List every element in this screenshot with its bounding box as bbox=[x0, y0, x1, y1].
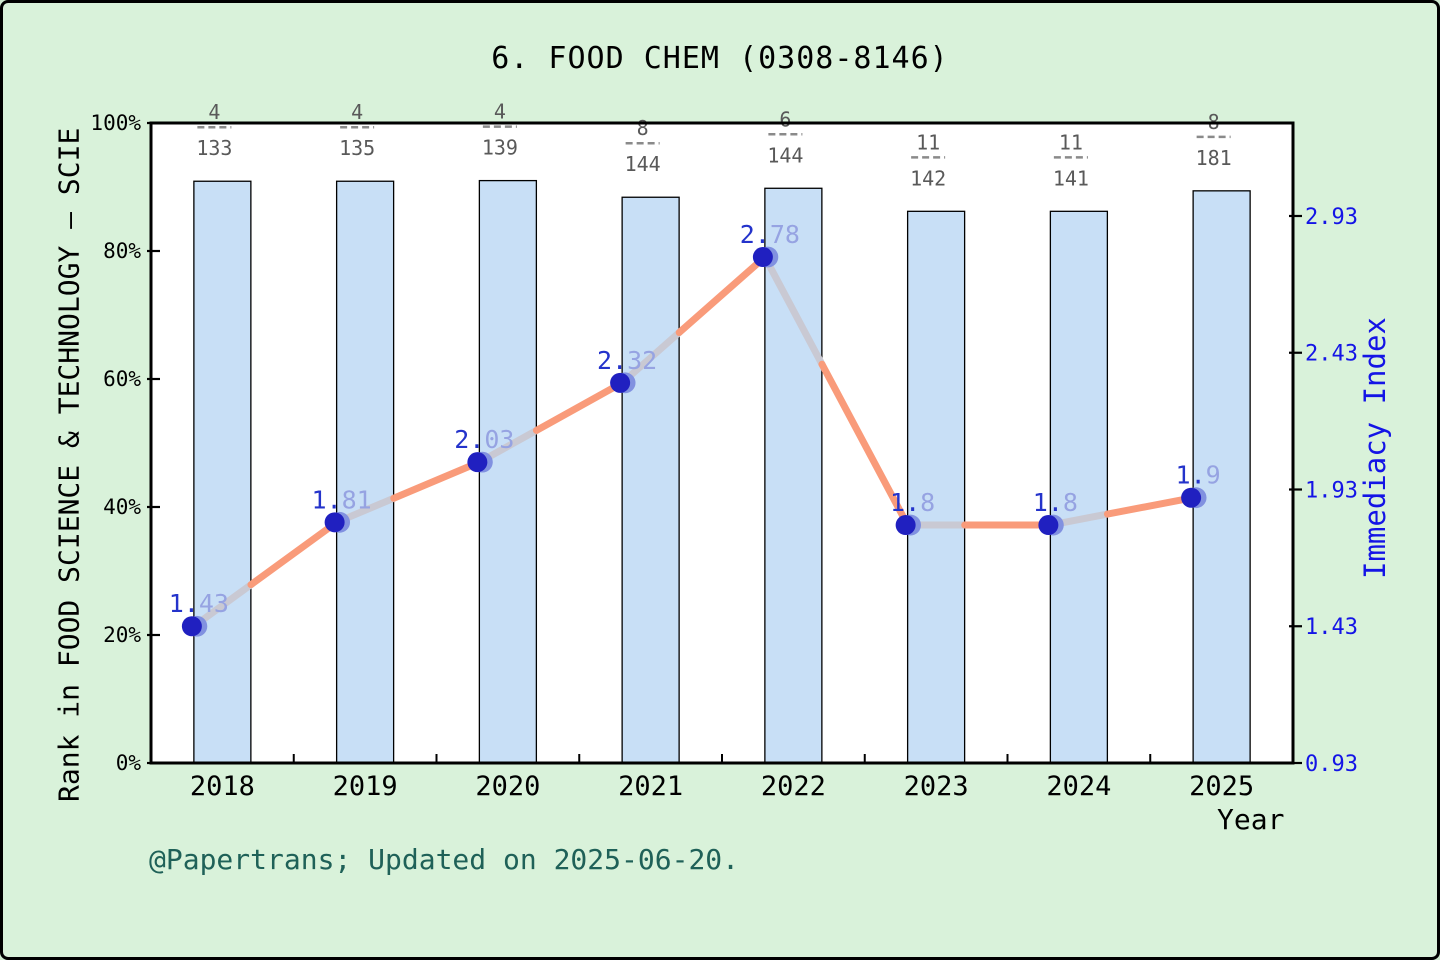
data-point bbox=[610, 372, 631, 393]
line-segment-gray bbox=[761, 253, 826, 368]
point-label: 1.43 bbox=[169, 589, 229, 618]
x-tick-label: 2022 bbox=[761, 771, 826, 802]
bar-fraction-denominator: 141 bbox=[1053, 166, 1089, 190]
point-label: 1.81 bbox=[312, 485, 372, 514]
bar bbox=[335, 180, 395, 764]
footer-note: @Papertrans; Updated on 2025-06-20. bbox=[149, 843, 740, 876]
data-point bbox=[1038, 515, 1059, 536]
line-segment-orange bbox=[675, 253, 769, 337]
x-tick-label: 2023 bbox=[904, 771, 969, 802]
bar bbox=[193, 180, 252, 764]
bar-fraction-denominator: 181 bbox=[1196, 146, 1232, 170]
line-segment-orange bbox=[247, 518, 341, 589]
right-axis-tick-label: 0.93 bbox=[1305, 752, 1358, 777]
left-axis-tick-label: 0% bbox=[116, 751, 142, 775]
line-segment-orange bbox=[818, 360, 912, 529]
data-point bbox=[324, 512, 345, 533]
line-segment-gray bbox=[618, 329, 683, 387]
data-point bbox=[1181, 487, 1202, 508]
bar-fraction-numerator: 4 bbox=[494, 100, 506, 124]
data-point bbox=[752, 247, 773, 268]
left-axis-tick-label: 80% bbox=[103, 239, 141, 263]
line-segment-orange bbox=[390, 458, 483, 502]
x-tick-label: 2020 bbox=[475, 771, 540, 802]
right-axis-tick-label: 2.93 bbox=[1305, 205, 1358, 230]
x-tick-label: 2025 bbox=[1189, 771, 1254, 802]
line-segment-orange bbox=[532, 379, 626, 434]
left-axis-tick-label: 20% bbox=[103, 623, 141, 647]
data-point bbox=[467, 452, 488, 473]
plot-border bbox=[149, 121, 1295, 765]
bar bbox=[1192, 190, 1251, 764]
point-label: 1.9 bbox=[1176, 461, 1221, 490]
x-tick-label: 2021 bbox=[618, 771, 683, 802]
point-label: 2.03 bbox=[454, 425, 514, 454]
bar-fraction-denominator: 135 bbox=[339, 136, 375, 160]
right-axis-tick-label: 2.43 bbox=[1305, 342, 1358, 367]
bar-fraction-denominator: 144 bbox=[625, 152, 661, 176]
left-axis-title: Rank in FOOD SCIENCE & TECHNOLOGY — SCIE bbox=[52, 127, 86, 803]
x-axis-title: Year bbox=[1217, 803, 1285, 836]
data-point bbox=[895, 515, 916, 536]
bar bbox=[478, 179, 538, 764]
bar bbox=[1049, 210, 1109, 764]
bar-fraction-denominator: 133 bbox=[196, 136, 232, 160]
data-point bbox=[181, 616, 202, 637]
chart-title: 6. FOOD CHEM (0308-8146) bbox=[491, 41, 949, 76]
point-label: 1.8 bbox=[890, 488, 935, 517]
right-axis-tick-label: 1.43 bbox=[1305, 615, 1358, 640]
plot-area bbox=[151, 123, 1293, 763]
point-label: 2.32 bbox=[597, 346, 657, 375]
right-axis-title: Immediacy Index bbox=[1358, 317, 1392, 580]
bar-fraction-numerator: 11 bbox=[916, 130, 940, 154]
bar-fraction-numerator: 8 bbox=[637, 116, 649, 140]
left-axis-tick-label: 100% bbox=[90, 111, 141, 135]
x-tick-label: 2018 bbox=[190, 771, 255, 802]
point-label: 1.8 bbox=[1033, 488, 1078, 517]
bar-fraction-denominator: 144 bbox=[767, 143, 803, 167]
right-axis-tick-label: 1.93 bbox=[1305, 478, 1358, 503]
bar-fraction-denominator: 139 bbox=[482, 136, 518, 160]
x-tick-label: 2024 bbox=[1046, 771, 1111, 802]
bar-fraction-numerator: 11 bbox=[1059, 130, 1083, 154]
chart-svg: 41334135413981446144111421114181810%20%4… bbox=[90, 100, 1358, 802]
bar bbox=[621, 196, 680, 764]
bar-fraction-denominator: 142 bbox=[910, 166, 946, 190]
bar-fraction-numerator: 6 bbox=[779, 107, 791, 131]
bar-fraction-numerator: 4 bbox=[208, 100, 220, 124]
x-tick-label: 2019 bbox=[333, 771, 398, 802]
left-axis-tick-label: 40% bbox=[103, 495, 141, 519]
bar-fraction-numerator: 4 bbox=[351, 100, 363, 124]
point-label: 2.78 bbox=[740, 220, 800, 249]
line-segment-orange bbox=[1103, 494, 1197, 518]
left-axis-tick-label: 60% bbox=[103, 367, 141, 391]
